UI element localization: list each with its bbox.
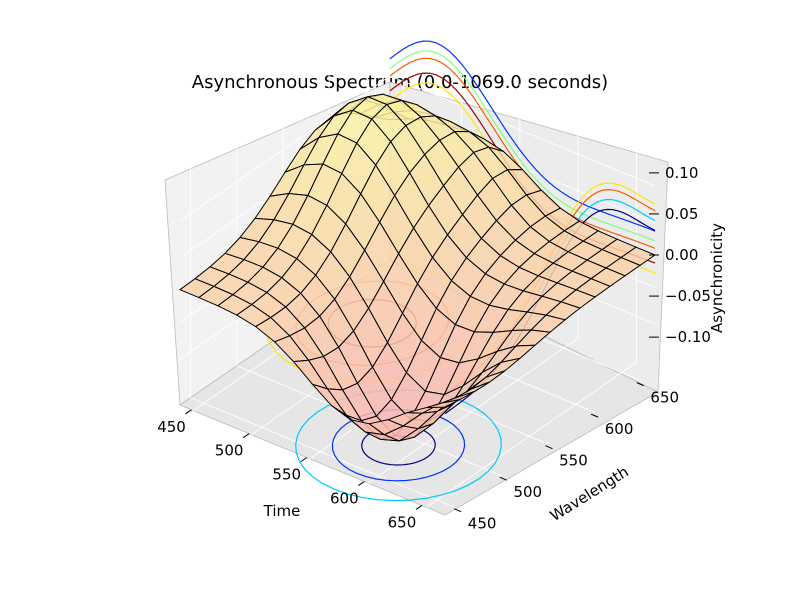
x-tick-mark [185, 409, 192, 415]
floor-contour-line [331, 409, 466, 482]
y-tick-label: 450 [468, 515, 497, 533]
y-tick-label: 550 [559, 452, 588, 470]
y-tick-mark [499, 476, 507, 481]
y-tick-mark [545, 445, 553, 450]
y-tick-label: 650 [650, 389, 679, 407]
z-tick-label: 0.10 [665, 164, 698, 182]
x-tick-mark [415, 505, 423, 510]
x-axis-label: Time [263, 502, 301, 520]
x-tick-label: 600 [330, 490, 359, 508]
x-tick-label: 650 [388, 513, 417, 531]
y-tick-mark [636, 382, 644, 387]
y-axis-label: Wavelength [547, 463, 632, 525]
surface-cell [425, 399, 461, 409]
x-tick-mark [358, 481, 365, 486]
z-tick-label: 0.00 [665, 246, 698, 264]
x-tick-label: 500 [215, 442, 244, 460]
y-tick-mark [453, 508, 462, 513]
floor-grid-line [190, 397, 456, 509]
z-tick-label: −0.05 [665, 287, 711, 305]
x-tick-mark [300, 457, 308, 463]
chart-title: Asynchronous Spectrum (0.0-1069.0 second… [191, 72, 609, 93]
floor-grid-line [367, 337, 579, 484]
z-axis-label: Asynchronicity [708, 223, 726, 333]
floor-grid-line [426, 361, 637, 508]
y-tick-label: 500 [513, 483, 542, 501]
surface-mesh [178, 93, 657, 442]
x-tick-label: 450 [157, 418, 186, 436]
x-tick-mark [242, 433, 250, 439]
wall-grid-line [179, 75, 656, 222]
y-tick-label: 600 [605, 420, 634, 438]
z-tick-label: −0.10 [665, 328, 711, 346]
wall-contour-line [389, 50, 656, 242]
x-tick-label: 550 [272, 466, 301, 484]
floor-contour-line [295, 389, 502, 502]
z-tick-label: 0.05 [665, 205, 698, 223]
wall-contour-line [389, 40, 656, 232]
y-tick-mark [590, 413, 599, 418]
